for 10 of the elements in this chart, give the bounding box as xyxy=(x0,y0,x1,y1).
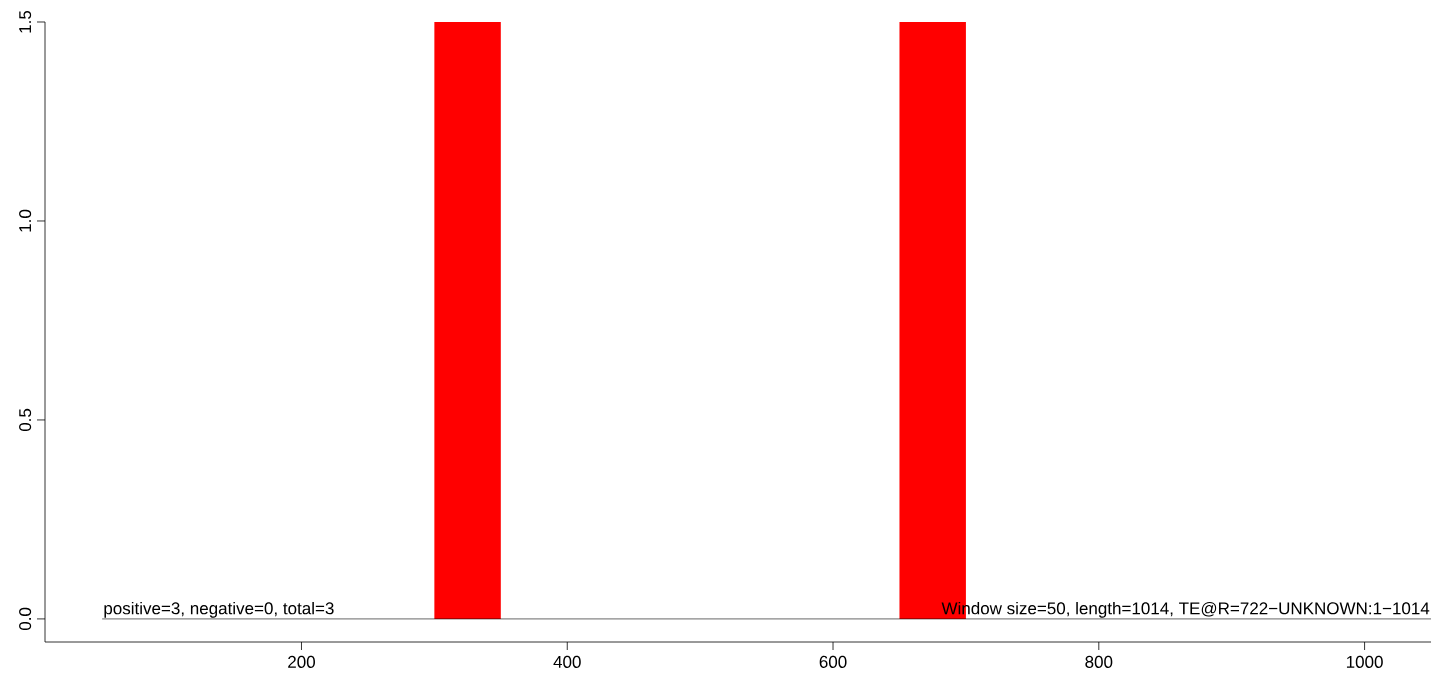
y-tick-label: 1.5 xyxy=(19,10,32,33)
x-tick-label: 400 xyxy=(553,655,581,668)
x-tick-label: 800 xyxy=(1085,655,1113,668)
x-tick-label: 1000 xyxy=(1346,655,1383,668)
y-tick-label: 0.5 xyxy=(19,408,32,432)
y-tick-label: 0.0 xyxy=(19,607,32,631)
annotation: positive=3, negative=0, total=3 xyxy=(104,601,334,618)
x-tick-label: 200 xyxy=(288,655,315,668)
y-tick-label: 1.0 xyxy=(19,209,32,232)
x-tick-label: 600 xyxy=(819,655,847,668)
